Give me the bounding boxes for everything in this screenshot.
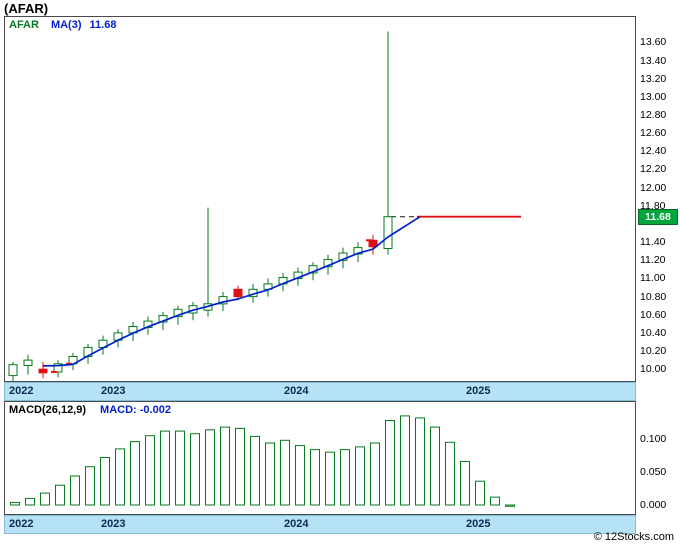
x-axis-years-bottom: 2022 2023 2024 2025 bbox=[4, 515, 636, 534]
year-label: 2023 bbox=[101, 385, 126, 397]
year-label: 2022 bbox=[9, 385, 34, 397]
x-axis-years-top: 2022 2023 2024 2025 bbox=[4, 382, 636, 401]
price-tick: 11.20 bbox=[640, 254, 666, 266]
price-tick: 12.60 bbox=[640, 127, 667, 139]
page-title: (AFAR) bbox=[4, 1, 49, 16]
year-label: 2024 bbox=[284, 518, 309, 530]
price-chart-canvas bbox=[8, 31, 521, 381]
price-tick: 10.80 bbox=[640, 291, 667, 303]
last-price-badge: 11.68 bbox=[638, 209, 678, 225]
price-tick: 13.00 bbox=[640, 91, 667, 103]
legend-ma-value: 11.68 bbox=[89, 19, 117, 31]
price-tick: 12.40 bbox=[640, 145, 667, 157]
year-label: 2023 bbox=[101, 518, 126, 530]
year-label: 2025 bbox=[466, 518, 491, 530]
year-label: 2024 bbox=[284, 385, 309, 397]
macd-value: MACD: -0.002 bbox=[100, 404, 171, 416]
year-label: 2025 bbox=[466, 385, 491, 397]
macd-tick: 0.050 bbox=[640, 466, 667, 478]
price-tick: 12.00 bbox=[640, 182, 667, 194]
price-tick: 10.00 bbox=[640, 363, 667, 375]
macd-tick: 0.000 bbox=[640, 499, 667, 511]
legend-symbol: AFAR bbox=[9, 19, 39, 31]
price-tick: 11.80 bbox=[640, 200, 666, 212]
price-tick: 13.60 bbox=[640, 36, 667, 48]
price-tick: 10.60 bbox=[640, 309, 667, 321]
price-tick: 10.20 bbox=[640, 345, 667, 357]
price-tick: 10.40 bbox=[640, 327, 667, 339]
macd-axis: 0.100 0.050 0.000 bbox=[638, 402, 680, 514]
year-label: 2022 bbox=[9, 518, 34, 530]
price-axis: 11.68 13.60 13.40 13.20 13.00 12.80 12.60 12.4… bbox=[638, 17, 680, 383]
macd-legend: MACD(26,12,9) MACD: -0.002 bbox=[9, 404, 171, 416]
copyright: © 12Stocks.com bbox=[593, 531, 674, 543]
legend-ma-label: MA(3) bbox=[50, 19, 82, 31]
macd-tick: 0.100 bbox=[640, 433, 667, 445]
price-tick: 11.00 bbox=[640, 272, 666, 284]
price-tick: 12.80 bbox=[640, 109, 667, 121]
price-tick: 11.40 bbox=[640, 236, 666, 248]
price-tick: 13.40 bbox=[640, 55, 667, 67]
chart-legend: AFAR MA(3) 11.68 bbox=[9, 19, 124, 31]
macd-label: MACD(26,12,9) bbox=[9, 404, 87, 416]
macd-chart: MACD(26,12,9) MACD: -0.002 bbox=[4, 401, 636, 515]
price-tick: 13.20 bbox=[640, 73, 667, 85]
price-tick: 12.20 bbox=[640, 163, 667, 175]
price-chart: AFAR MA(3) 11.68 bbox=[4, 16, 636, 382]
macd-chart-canvas bbox=[10, 415, 515, 507]
